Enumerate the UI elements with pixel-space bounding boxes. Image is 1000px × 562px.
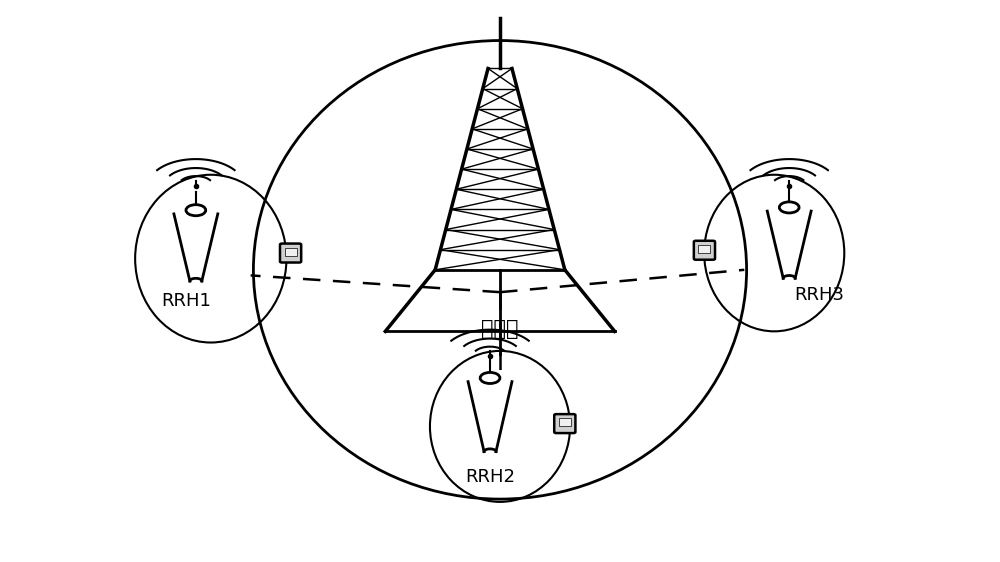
Text: 宏小区: 宏小区 [481,319,519,338]
Text: RRH3: RRH3 [794,286,844,304]
FancyBboxPatch shape [280,243,301,262]
Bar [559,418,571,427]
Bar [698,244,710,253]
Text: RRH1: RRH1 [161,292,211,310]
Bar [285,247,297,256]
FancyBboxPatch shape [694,241,715,260]
Text: RRH2: RRH2 [465,468,515,486]
FancyBboxPatch shape [554,414,575,433]
Circle shape [480,373,500,383]
Circle shape [186,205,206,216]
Circle shape [779,202,799,213]
